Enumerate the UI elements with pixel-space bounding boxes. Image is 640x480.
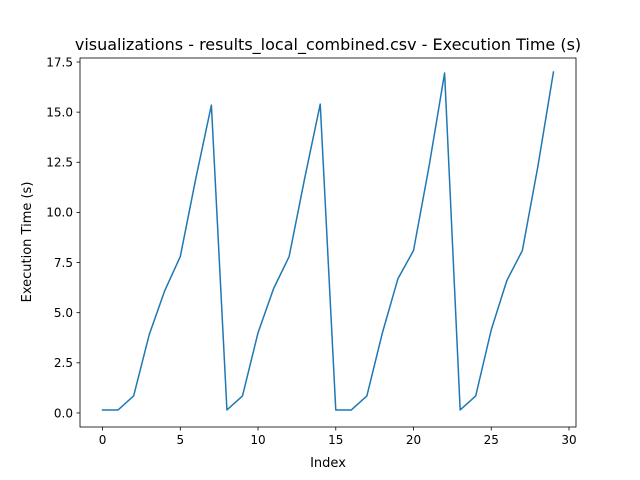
x-tick-label: 10 <box>250 433 265 447</box>
y-tick-label: 15.0 <box>46 105 73 119</box>
y-tick-label: 0.0 <box>54 406 73 420</box>
x-tick-label: 5 <box>176 433 184 447</box>
y-tick-label: 10.0 <box>46 206 73 220</box>
x-tick-label: 15 <box>328 433 343 447</box>
x-axis-label: Index <box>310 456 346 471</box>
series-line-0 <box>101 71 555 411</box>
x-tick-label: 20 <box>406 433 421 447</box>
x-tick-label: 25 <box>484 433 499 447</box>
chart-title: visualizations - results_local_combined.… <box>75 35 581 55</box>
y-tick-label: 2.5 <box>54 356 73 370</box>
plot-frame <box>79 57 577 428</box>
y-tick-label: 5.0 <box>54 306 73 320</box>
x-tick-label: 0 <box>99 433 107 447</box>
y-tick-label: 17.5 <box>46 55 73 69</box>
y-tick-label: 12.5 <box>46 156 73 170</box>
x-tick-label: 30 <box>561 433 576 447</box>
plot-area: 0 5 10 15 20 25 30 0.0 2.5 5.0 7.5 10.0 12.5 15.0 17.5 <box>46 55 576 447</box>
y-tick-label: 7.5 <box>54 256 73 270</box>
y-axis-label: Execution Time (s) <box>20 182 35 303</box>
